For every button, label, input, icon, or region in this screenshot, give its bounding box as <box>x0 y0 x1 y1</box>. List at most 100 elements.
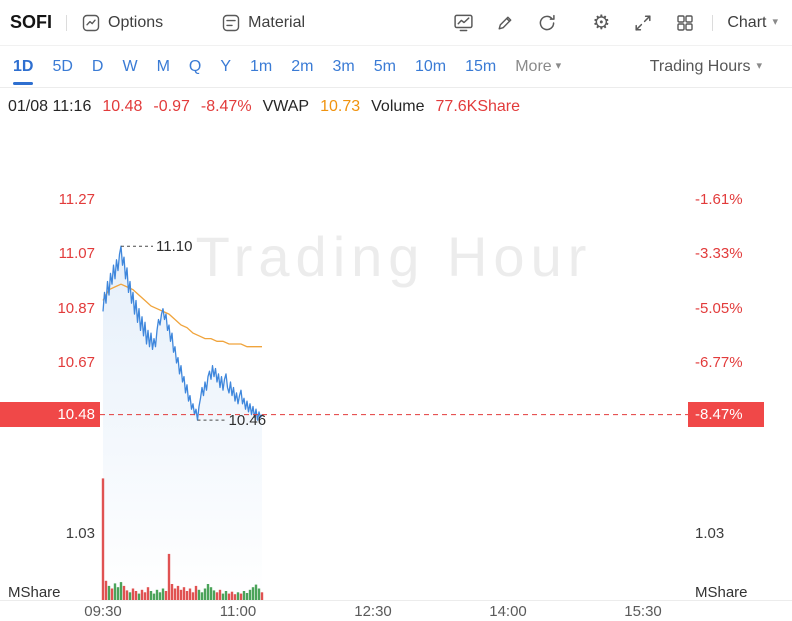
volume-bar <box>230 591 234 600</box>
price-area-fill <box>103 246 262 600</box>
volume-unit-label-left: MShare <box>8 584 61 601</box>
toolbar-divider <box>66 14 68 31</box>
timeframe-1m[interactable]: 1m <box>250 58 272 76</box>
timeframe-1d[interactable]: 1D <box>13 57 34 85</box>
volume-bar <box>149 591 153 600</box>
time-axis-label: 15:30 <box>624 603 662 620</box>
timeframe-d[interactable]: D <box>92 58 104 76</box>
chart-dropdown-label: Chart <box>727 13 767 31</box>
volume-bar <box>167 553 171 600</box>
time-axis-label: 14:00 <box>489 603 527 620</box>
quote-datetime: 01/08 11:16 <box>8 97 92 115</box>
percent-axis-label: -5.05% <box>695 299 743 317</box>
timeframe-label: Q <box>188 57 202 75</box>
volume-bar <box>152 593 156 600</box>
timeframe-w[interactable]: W <box>122 58 137 76</box>
volume-bar <box>251 587 255 600</box>
monitor-chart-icon <box>454 14 473 32</box>
timeframe-q[interactable]: Q <box>189 58 201 76</box>
volume-bar <box>107 585 111 600</box>
timeframe-label: 10m <box>414 57 447 75</box>
timeframe-list: 1D 5D D W M Q Y 1m 2m 3m 5m 10m 15m More ▾ <box>0 57 561 85</box>
quote-info-bar: 01/08 11:16 10.48 -0.97 -8.47% VWAP 10.7… <box>0 88 792 125</box>
timeframe-15m[interactable]: 15m <box>465 58 496 76</box>
price-chart-plot[interactable]: 11.10 10.46 <box>100 125 688 600</box>
material-icon <box>222 14 240 31</box>
volume-bar <box>194 585 198 600</box>
last-price: 10.48 <box>102 97 143 115</box>
timeframe-label: M <box>156 57 170 75</box>
volume-bar <box>125 590 129 600</box>
volume-bar <box>119 582 123 600</box>
volume-bar <box>236 592 240 600</box>
volume-bar <box>185 591 189 600</box>
gear-icon: ⚙ <box>592 11 611 34</box>
volume-bar <box>137 593 141 600</box>
volume-bar <box>188 588 192 600</box>
volume-bar <box>104 580 108 600</box>
volume-value: 77.6K <box>435 97 478 115</box>
timeframe-label: Y <box>220 57 232 75</box>
volume-bar <box>173 588 177 600</box>
volume-bar <box>239 593 243 600</box>
chart-type-dropdown[interactable]: Chart ▾ <box>727 14 778 32</box>
volume-bar <box>110 588 114 600</box>
volume-bar <box>122 585 126 600</box>
layout-button[interactable] <box>672 10 698 36</box>
material-button[interactable]: Material <box>221 13 305 33</box>
timeframe-10m[interactable]: 10m <box>415 58 446 76</box>
volume-bar <box>218 589 222 600</box>
timeframe-5m[interactable]: 5m <box>374 58 396 76</box>
price-change-percent: -8.47% <box>200 97 252 115</box>
volume-bar <box>260 592 264 600</box>
grid-icon <box>677 14 694 31</box>
volume-bar <box>206 584 210 600</box>
volume-bar <box>161 588 165 600</box>
volume-unit: Share <box>477 97 521 115</box>
options-button[interactable]: Options <box>81 13 163 33</box>
volume-bar <box>248 589 252 600</box>
volume-bar <box>209 587 213 600</box>
monitor-button[interactable] <box>450 10 476 36</box>
volume-bar <box>140 589 144 600</box>
timeframe-5d[interactable]: 5D <box>52 58 72 76</box>
timeframe-more[interactable]: More ▾ <box>515 58 561 76</box>
volume-axis-label: 1.03 <box>65 525 95 543</box>
timeframe-2m[interactable]: 2m <box>291 58 313 76</box>
draw-button[interactable] <box>492 10 518 36</box>
price-axis-label: 10.87 <box>57 299 95 317</box>
refresh-button[interactable] <box>534 10 560 36</box>
fullscreen-button[interactable] <box>630 10 656 36</box>
timeframe-y[interactable]: Y <box>220 58 231 76</box>
refresh-icon <box>540 14 555 30</box>
time-axis-label: 11:00 <box>219 603 257 620</box>
timeframe-3m[interactable]: 3m <box>333 58 355 76</box>
volume-bar <box>245 593 249 600</box>
pencil-icon <box>498 16 512 29</box>
timeframe-label: 5D <box>52 57 73 75</box>
trading-hours-dropdown[interactable]: Trading Hours ▾ <box>650 58 792 76</box>
volume-bar <box>227 593 231 600</box>
price-axis-label: 11.27 <box>58 191 95 208</box>
timeframe-bar: 1D 5D D W M Q Y 1m 2m 3m 5m 10m 15m More ▾ Trading Hou… <box>0 46 792 88</box>
volume-bar <box>197 589 201 600</box>
timeframe-m[interactable]: M <box>157 58 170 76</box>
timeframe-label: 1D <box>13 57 34 75</box>
volume-bar <box>134 591 138 600</box>
volume-bar <box>212 590 216 600</box>
price-axis-label: 10.67 <box>57 354 95 372</box>
symbol-title: SOFI <box>10 12 53 32</box>
volume-bar <box>257 588 261 600</box>
current-price-tag: 10.48 <box>0 402 100 428</box>
toolbar-divider <box>712 14 714 31</box>
volume-unit-label-right: MShare <box>695 584 748 601</box>
volume-axis-label: 1.03 <box>695 525 725 543</box>
volume-bar <box>200 592 204 600</box>
vwap-label: VWAP <box>262 97 310 115</box>
timeframe-label: More <box>515 57 552 75</box>
volume-bar <box>176 585 180 600</box>
volume-bar <box>179 589 183 600</box>
settings-button[interactable]: ⚙ <box>588 10 614 36</box>
volume-bar <box>113 583 117 600</box>
